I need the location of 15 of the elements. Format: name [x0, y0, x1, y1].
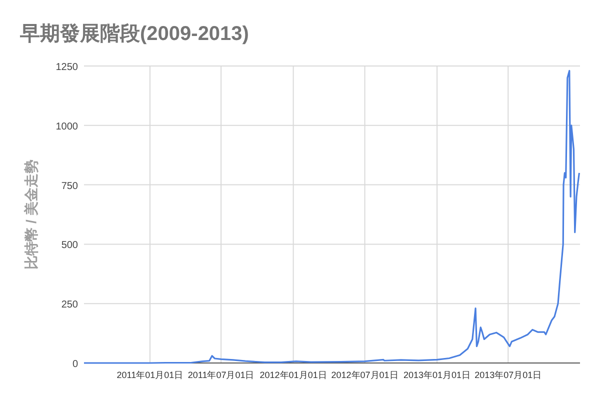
y-tick-label: 0	[72, 359, 78, 370]
line-series	[83, 70, 580, 364]
x-tick-label: 2013年01月01日	[404, 370, 471, 380]
x-tick-label: 2012年01月01日	[260, 370, 327, 380]
x-tick-label: 2013年07月01日	[474, 370, 542, 380]
x-tick-label: 2011年01月01日	[116, 370, 184, 380]
chart-title: 早期發展階段(2009-2013)	[19, 23, 249, 45]
y-tick-label: 1000	[56, 121, 78, 132]
y-tick-label: 500	[61, 240, 78, 252]
y-axis-title: 比特幣 / 美金走勢	[23, 160, 39, 270]
y-tick-label: 1250	[56, 62, 78, 73]
y-tick-label: 750	[61, 180, 78, 192]
y-tick-label: 250	[61, 300, 78, 311]
x-tick-label: 2011年07月01日	[188, 370, 254, 380]
x-tick-label: 2012年07月01日	[331, 370, 398, 380]
